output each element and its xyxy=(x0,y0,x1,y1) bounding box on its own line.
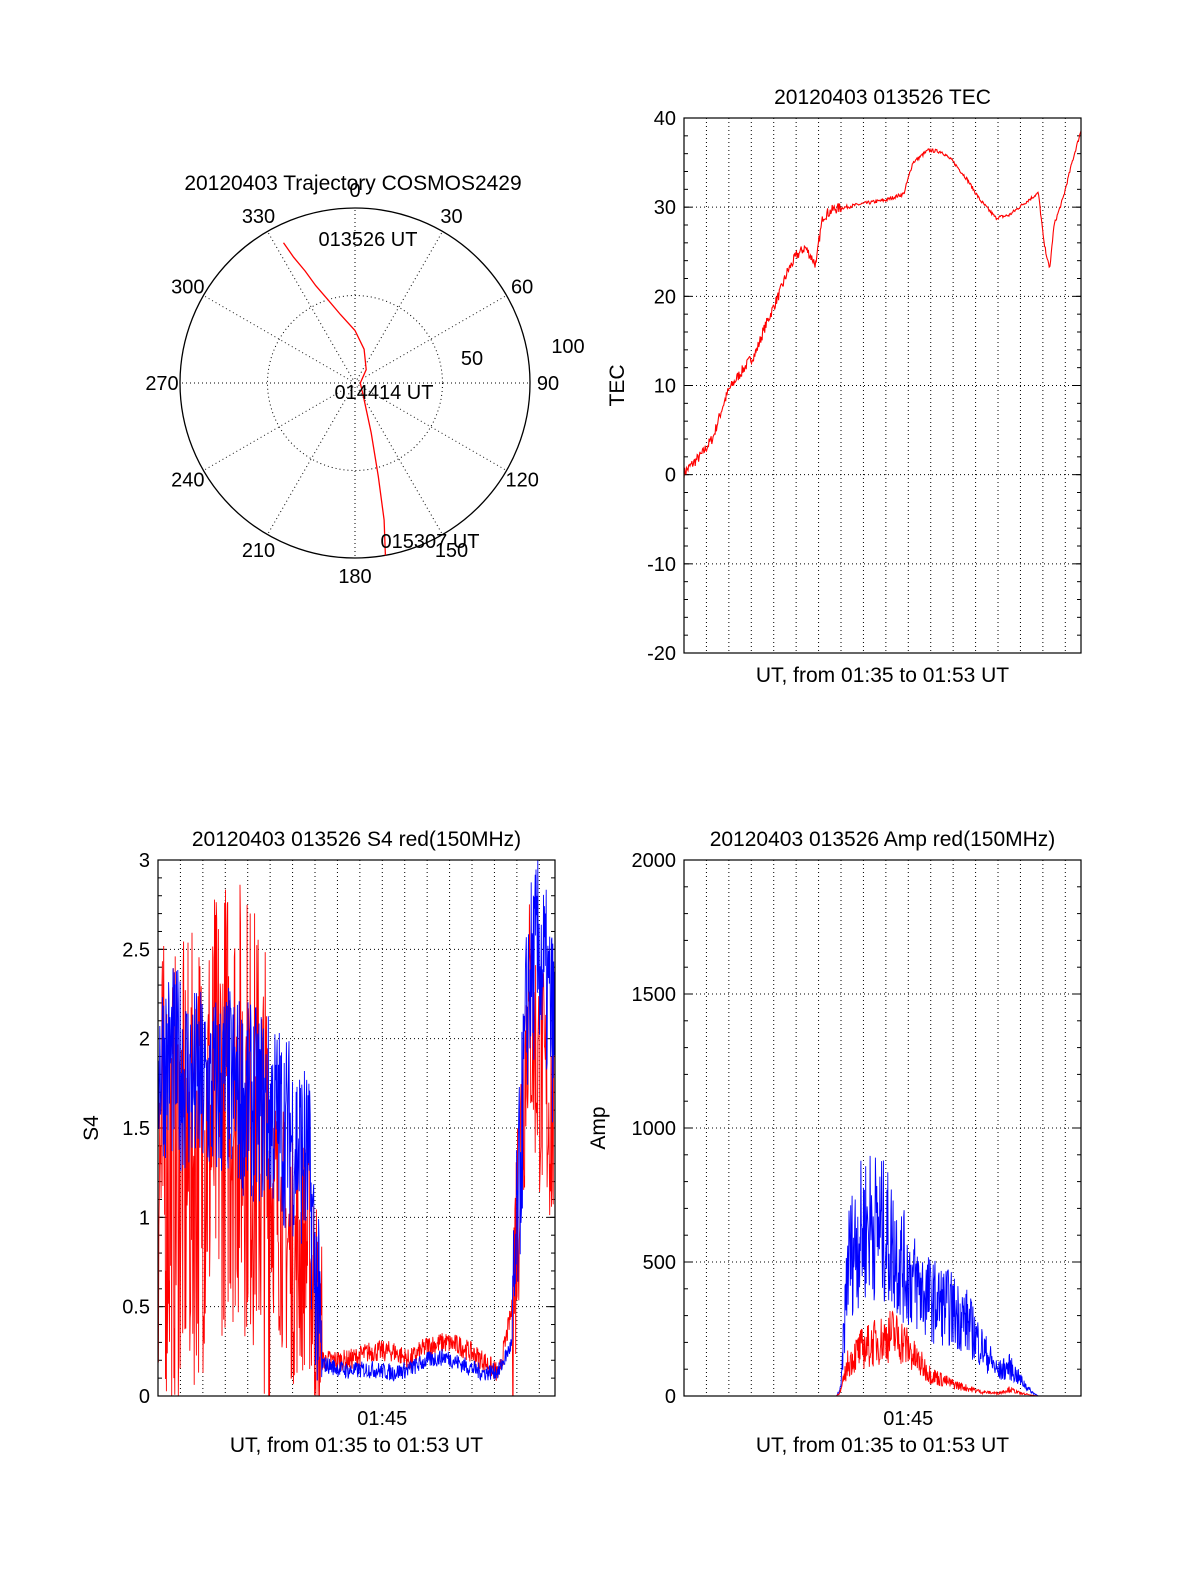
y-tick-label: 500 xyxy=(643,1252,676,1274)
polar-spoke xyxy=(354,231,443,384)
angle-label: 0 xyxy=(349,180,360,202)
polar-spoke xyxy=(354,382,443,535)
y-tick-label: 0 xyxy=(665,1386,676,1408)
chart-title: 20120403 Trajectory COSMOS2429 xyxy=(184,172,521,195)
data-series-line xyxy=(683,130,1082,479)
y-tick-label: 1500 xyxy=(632,984,677,1006)
polar-spoke xyxy=(267,382,356,535)
angle-label: 30 xyxy=(440,206,462,228)
y-tick-label: 1000 xyxy=(632,1118,677,1140)
polar-outer-circle xyxy=(179,207,531,559)
y-tick-label: -20 xyxy=(647,643,676,665)
angle-label: 300 xyxy=(171,277,204,299)
chart-title: 20120403 013526 Amp red(150MHz) xyxy=(710,828,1056,851)
x-axis-label: UT, from 01:35 to 01:53 UT xyxy=(230,1434,483,1457)
angle-label: 90 xyxy=(537,373,559,395)
plot-frame xyxy=(157,859,556,1397)
time-annotation: 014414 UT xyxy=(335,382,434,404)
x-axis-label: UT, from 01:35 to 01:53 UT xyxy=(756,1434,1009,1457)
y-tick-label: 2 xyxy=(139,1029,150,1051)
chart-title: 20120403 013526 S4 red(150MHz) xyxy=(192,828,521,851)
s4-chart: 20120403 013526 S4 red(150MHz) 0 0.5 1 1.5 2 2… xyxy=(80,828,556,1457)
chart-title: 20120403 013526 TEC xyxy=(774,86,991,109)
y-tick-label: 40 xyxy=(654,108,676,130)
y-axis-label: Amp xyxy=(587,1106,610,1149)
y-tick-label: 20 xyxy=(654,286,676,308)
y-tick-label: 1 xyxy=(139,1207,150,1229)
y-tick-label: 30 xyxy=(654,197,676,219)
plot-frame xyxy=(683,117,1082,654)
x-axis-label: UT, from 01:35 to 01:53 UT xyxy=(756,664,1009,687)
polar-spoke xyxy=(267,231,356,384)
y-tick-label: 0 xyxy=(139,1386,150,1408)
radial-label: 50 xyxy=(461,348,483,370)
data-series-line xyxy=(157,884,556,1397)
y-tick-label: 3 xyxy=(139,850,150,872)
angle-label: 330 xyxy=(242,206,275,228)
data-series-line xyxy=(684,1310,1081,1397)
tec-chart: 20120403 013526 TEC -20 -10 0 10 20 30 40 UT, fr… xyxy=(606,86,1082,687)
y-tick-label: 0.5 xyxy=(122,1297,150,1319)
y-tick-label: -10 xyxy=(647,554,676,576)
y-axis-label: TEC xyxy=(606,365,629,407)
time-annotation: 015307 UT xyxy=(381,531,480,553)
amp-chart: 20120403 013526 Amp red(150MHz) 0 500 1000 1… xyxy=(587,828,1082,1457)
angle-label: 270 xyxy=(145,373,178,395)
angle-label: 210 xyxy=(242,540,275,562)
angle-label: 60 xyxy=(511,277,533,299)
trajectory-track xyxy=(282,242,387,556)
time-annotation: 013526 UT xyxy=(319,229,418,251)
x-tick-label: 01:45 xyxy=(883,1408,933,1430)
y-tick-label: 0 xyxy=(665,465,676,487)
y-axis-label: S4 xyxy=(80,1115,103,1141)
data-series-line xyxy=(684,1155,1081,1397)
angle-label: 240 xyxy=(171,470,204,492)
angle-label: 120 xyxy=(505,470,538,492)
polar-spoke xyxy=(354,295,507,384)
angle-label: 180 xyxy=(338,566,371,588)
y-tick-label: 2.5 xyxy=(122,939,150,961)
polar-ring-50 xyxy=(267,295,443,471)
x-tick-label: 01:45 xyxy=(357,1408,407,1430)
plot-frame xyxy=(683,859,1082,1397)
data-series-line xyxy=(157,859,556,1382)
y-tick-label: 1.5 xyxy=(122,1118,150,1140)
radial-label: 100 xyxy=(551,336,584,358)
y-tick-label: 2000 xyxy=(632,850,677,872)
angle-label: 150 xyxy=(435,540,468,562)
y-tick-label: 10 xyxy=(654,376,676,398)
